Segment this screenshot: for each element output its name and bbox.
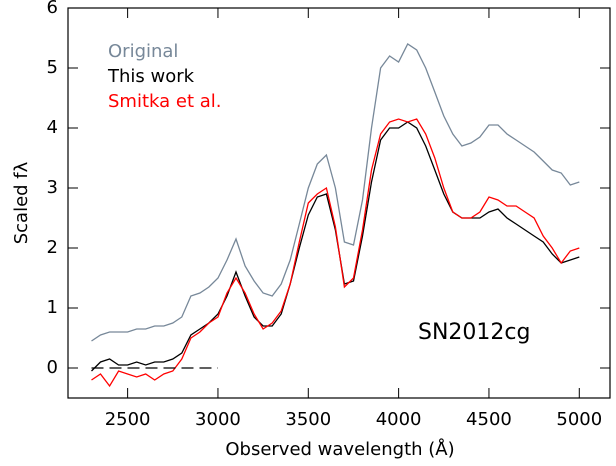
y-tick-label: 2 bbox=[47, 237, 58, 258]
legend-label: Original bbox=[108, 41, 178, 62]
x-axis-label: Observed wavelength (Å) bbox=[225, 438, 454, 460]
y-tick-label: 0 bbox=[47, 357, 58, 378]
y-tick-label: 5 bbox=[47, 57, 58, 78]
x-tick-label: 3500 bbox=[285, 409, 331, 430]
series-line bbox=[91, 43, 580, 342]
legend-label: Smitka et al. bbox=[108, 91, 221, 112]
series-line bbox=[91, 118, 580, 388]
x-tick-label: 4000 bbox=[376, 409, 422, 430]
annotation: SN2012cg bbox=[418, 320, 530, 345]
y-tick-label: 1 bbox=[47, 297, 58, 318]
plot-frame bbox=[67, 7, 611, 399]
x-tick-label: 3000 bbox=[195, 409, 241, 430]
y-tick-label: 4 bbox=[47, 117, 58, 138]
y-tick-label: 3 bbox=[47, 177, 58, 198]
x-tick-label: 5000 bbox=[556, 409, 602, 430]
legend-label: This work bbox=[107, 66, 195, 87]
y-tick-label: 6 bbox=[47, 0, 58, 18]
x-tick-label: 2500 bbox=[105, 409, 151, 430]
y-axis-label: Scaled fλ bbox=[11, 161, 32, 244]
x-tick-label: 4500 bbox=[466, 409, 512, 430]
